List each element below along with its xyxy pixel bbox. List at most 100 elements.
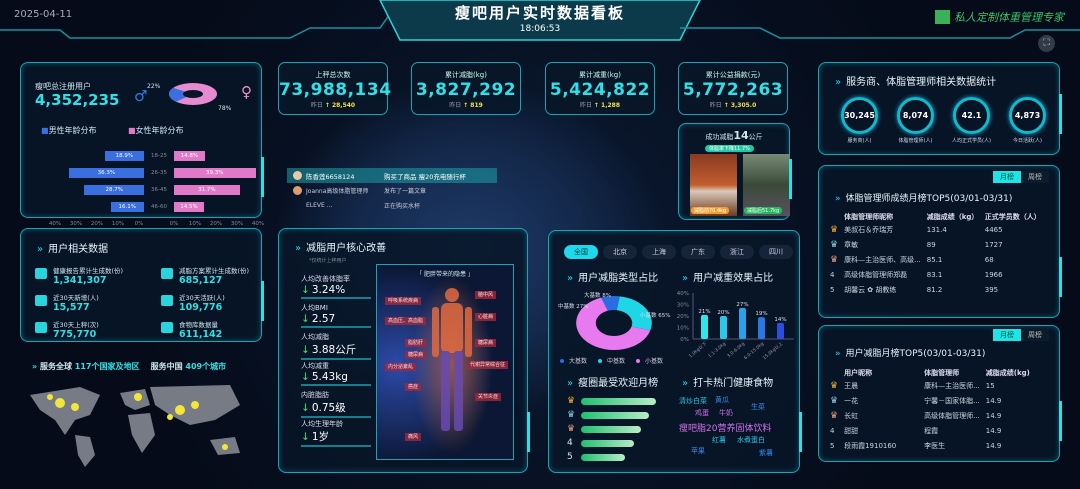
feed-item[interactable]: 陈香莲6658124 购买了商品 瘦20充电随行杯 [287, 168, 497, 183]
stat-yesterday: 昨日 ↑ 3,305.0 [709, 102, 757, 109]
table-row[interactable]: ♛ 美叔石＆乔瑞芳 131.4 4465 [827, 222, 1044, 237]
table-row[interactable]: 5 胡馨云 ✿ 胡教练 81.2 395 [827, 282, 1044, 297]
effect-bar-chart: 0%10%20%30%40%21%1.0kg以下20%1.1-3.0kg27%3… [677, 291, 794, 361]
y-tick: 20% [677, 314, 689, 320]
risk-tag: 关节炎症 [475, 393, 502, 401]
city-tab[interactable]: 四川 [759, 245, 793, 259]
table-row[interactable]: ♛ 章敏 89 1727 [827, 237, 1044, 252]
table-cell: 5 [830, 285, 835, 294]
table-row[interactable]: ♛ 康科—主治医师、高级... 85.1 68 [827, 252, 1044, 267]
risk-tag: 心脏病 [475, 313, 497, 321]
plan-icon [161, 268, 173, 279]
city-tab[interactable]: 全国 [564, 245, 598, 259]
table-cell: 长虹 [844, 411, 859, 420]
column-header: 减脂成绩（kg） [926, 213, 979, 221]
table-cell: 章敏 [844, 240, 859, 249]
service-ring-value: 30,245 [841, 97, 878, 134]
feed-item[interactable]: ELEVE ... 正在购买水杯 [287, 198, 497, 213]
risk-tag: 痛风 [405, 433, 422, 441]
risk-tag: 高血压、高血脂 [385, 317, 427, 325]
y-tick: 30% [677, 303, 689, 309]
city-tab[interactable]: 北京 [603, 245, 637, 259]
crown-icon: ♛ [830, 410, 839, 421]
bar-label: 27% [736, 302, 748, 308]
stat-yesterday: 昨日 ↑ 1,288 [579, 102, 621, 109]
bar-label: 21% [698, 309, 710, 315]
service-ring-label: 服务商(人) [847, 138, 872, 144]
type-pie-chart: 大基数 8% 中基数 27% 小基数 65% 大基数 中基数 小基数 [558, 291, 670, 365]
user-data-value: 109,776 [179, 302, 223, 313]
legend-dot [560, 359, 564, 363]
city-tab[interactable]: 浙江 [720, 245, 754, 259]
table-cell: 4 [830, 426, 835, 435]
table-row[interactable]: ♛ 长虹 高级体脂管理师... 14.9 [827, 408, 1033, 423]
risk-tag: 糖尿病 [475, 339, 497, 347]
city-tab[interactable]: 上海 [642, 245, 676, 259]
crown-icon: ♛ [567, 396, 576, 406]
user-data-label: 近30天活跃(人) [179, 294, 225, 302]
body-figure-panel: 「 肥胖带来的隐患 」 呼吸系统疾病 高血压、高血脂 脂肪肝 糖尿病 内分泌紊乱 癌症 痛风… [376, 264, 514, 460]
china-count: 409个城市 [185, 362, 227, 371]
table-cell: 131.4 [926, 225, 947, 234]
yesterday-value: 819 [470, 102, 483, 109]
table-row[interactable]: ♛ 王晨 康科—主治医师... 15 [827, 378, 1033, 393]
risk-tag: 脑中风 [475, 291, 497, 299]
table-row[interactable]: 4 甜甜 程霞 14.9 [827, 423, 1033, 438]
crown-icon: ♛ [830, 224, 839, 235]
user-data-item: 食物库数据量 611,142 [161, 319, 222, 340]
user-data-label: 近30天上秤(次) [53, 321, 99, 329]
core-title: 减脂用户核心改善 [295, 243, 386, 255]
rank-number: 4 [567, 438, 573, 448]
column-header: 减脂成绩(kg) [985, 369, 1030, 377]
tab-weekly[interactable]: 周榜 [1021, 329, 1049, 341]
fullscreen-icon[interactable]: ⛶ [1038, 35, 1055, 52]
bar-label: 14% [774, 317, 786, 323]
user-data-panel: 用户相关数据 健康报告累计生成数(份)1,341,307 减脂方案累计生成数(份)… [20, 228, 264, 342]
city-tab[interactable]: 广东 [681, 245, 715, 259]
crown-icon: ♛ [567, 410, 576, 420]
popular-item[interactable]: ♛ [567, 394, 656, 408]
bar-label: 19% [755, 311, 767, 317]
age-group-label: 26-35 [151, 170, 167, 176]
core-metric: 人均BMI2.57 [301, 303, 371, 332]
stat-value: 5,772,263 [682, 80, 784, 100]
bar [777, 322, 784, 339]
feed-item[interactable]: Joanna高级体脂管理师 发布了一篇文章 [287, 183, 497, 198]
food-word: 红薯 [712, 436, 726, 444]
y-tick: 40% [677, 291, 689, 297]
tab-monthly[interactable]: 月榜 [993, 171, 1021, 183]
popular-bar [581, 439, 634, 447]
male-age-bar: 28.7% [84, 185, 144, 195]
tab-monthly[interactable]: 月榜 [993, 329, 1021, 341]
popular-item[interactable]: 4 [567, 436, 656, 450]
table-cell: 81.2 [926, 285, 943, 294]
popular-item[interactable]: ♛ [567, 422, 656, 436]
table-cell: 89 [926, 240, 936, 249]
pie-label: 中基数 27% [558, 302, 588, 310]
service-ring-label: 体脂管理师(人) [898, 138, 933, 144]
user-data-value: 15,577 [53, 302, 90, 313]
coach-rank-title: 体脂管理师成绩月榜TOP5(03/01-03/31) [835, 193, 1013, 205]
user-data-label: 健康报告累计生成数(份) [53, 267, 124, 275]
tab-weekly[interactable]: 周榜 [1021, 171, 1049, 183]
service-ring-label: 今日活跃(人) [1013, 138, 1042, 144]
stat-label: 上秤总次数 [315, 71, 351, 79]
bar-label: 31.7% [198, 187, 216, 193]
success-story-card[interactable]: 成功减脂14公斤 体脂率下降11.7% 减脂前70.4kg 减脂后51.7kg [678, 123, 792, 220]
table-cell: 胡馨云 ✿ 胡教练 [844, 285, 897, 294]
x-tick: 1.1-3.0kg [707, 341, 727, 359]
table-cell: 68 [984, 255, 994, 264]
table-row[interactable]: 4 高级体脂管理师郑磊 83.1 1966 [827, 267, 1044, 282]
table-row[interactable]: 5 段雨霞1910160 李医生 14.9 [827, 438, 1033, 453]
popular-item[interactable]: ♛ [567, 408, 656, 422]
feed-user: ELEVE ... [306, 202, 333, 209]
popular-item[interactable]: 5 [567, 450, 656, 464]
crown-icon: ♛ [830, 254, 839, 265]
global-count: 117个国家及地区 [74, 362, 140, 371]
axis-tick: 0% [134, 221, 144, 227]
x-tick: 15.0kg以上 [761, 340, 785, 361]
metric-value: 5.43kg [301, 371, 371, 386]
table-row[interactable]: ♛ 一花 宁馨－国家体脂... 14.9 [827, 393, 1033, 408]
body-title: 「 肥胖带来的隐患 」 [416, 271, 474, 278]
